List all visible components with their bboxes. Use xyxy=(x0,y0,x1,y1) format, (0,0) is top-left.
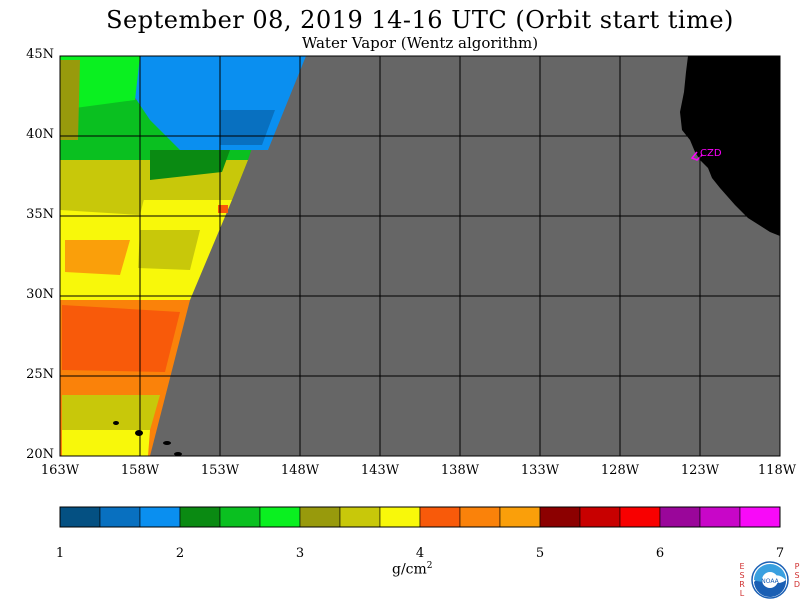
colorbar-swatch xyxy=(339,506,381,528)
colorbar-tick-label: 6 xyxy=(655,546,665,561)
longitude-label: 118W xyxy=(757,463,797,478)
longitude-label: 148W xyxy=(280,463,320,478)
colorbar-tick-label: 3 xyxy=(295,546,305,561)
hawaiian-islands xyxy=(113,421,182,456)
swath-olive-mid xyxy=(60,170,150,215)
svg-text:NOAA: NOAA xyxy=(761,578,779,585)
longitude-label: 143W xyxy=(360,463,400,478)
colorbar-tick-label: 2 xyxy=(175,546,185,561)
colorbar-swatch xyxy=(379,506,421,528)
colorbar xyxy=(59,506,781,528)
colorbar-swatch xyxy=(219,506,261,528)
swath-bright-green-nw xyxy=(60,56,140,110)
swath-dark-green-patch xyxy=(150,150,230,180)
data-swath xyxy=(60,56,306,456)
colorbar-swatch xyxy=(579,506,621,528)
map-border xyxy=(59,55,781,457)
colorbar-swatch xyxy=(739,506,781,528)
longitude-label: 133W xyxy=(520,463,560,478)
longitude-label: 128W xyxy=(600,463,640,478)
longitude-label: 163W xyxy=(40,463,80,478)
land-california xyxy=(680,56,780,236)
colorbar-swatch xyxy=(99,506,141,528)
colorbar-tick-label: 7 xyxy=(775,546,785,561)
colorbar-swatch xyxy=(419,506,461,528)
longitude-label: 138W xyxy=(440,463,480,478)
latitude-label: 40N xyxy=(26,127,54,142)
latitude-label: 20N xyxy=(26,447,54,462)
swath-olive-west xyxy=(60,60,80,140)
longitude-label: 123W xyxy=(680,463,720,478)
longitude-label: 153W xyxy=(200,463,240,478)
swath-orange-patch-1 xyxy=(65,240,130,275)
swath-yellow-south xyxy=(62,430,150,456)
colorbar-swatch xyxy=(619,506,661,528)
longitude-label: 158W xyxy=(120,463,160,478)
colorbar-tick-label: 1 xyxy=(55,546,65,561)
chart-title: September 08, 2019 14-16 UTC (Orbit star… xyxy=(106,6,734,34)
colorbar-border xyxy=(59,506,781,528)
colorbar-tick-label: 4 xyxy=(415,546,425,561)
colorbar-swatch xyxy=(499,506,541,528)
colorbar-swatch xyxy=(539,506,581,528)
latitude-label: 30N xyxy=(26,287,54,302)
colorbar-tick-label: 5 xyxy=(535,546,545,561)
swath-red-south xyxy=(62,305,180,372)
swath-red-spot xyxy=(218,205,228,213)
swath-olive-south xyxy=(62,395,160,430)
colorbar-swatch xyxy=(259,506,301,528)
colorbar-swatch xyxy=(659,506,701,528)
station-label: CZD xyxy=(700,148,722,159)
colorbar-swatch xyxy=(139,506,181,528)
latitude-label: 35N xyxy=(26,207,54,222)
noaa-logo-icon: NOAA xyxy=(751,561,789,599)
colorbar-swatch xyxy=(179,506,221,528)
colorbar-swatch xyxy=(299,506,341,528)
lat-lon-grid xyxy=(60,56,780,456)
colorbar-swatch xyxy=(459,506,501,528)
latitude-label: 25N xyxy=(26,367,54,382)
swath-orange-patch-2 xyxy=(138,230,200,270)
colorbar-swatch xyxy=(59,506,101,528)
colorbar-unit: g/cm2 xyxy=(392,561,433,578)
chart-subtitle: Water Vapor (Wentz algorithm) xyxy=(301,34,539,52)
latitude-label: 45N xyxy=(26,47,54,62)
colorbar-swatch xyxy=(699,506,741,528)
map-panel: CZD xyxy=(59,55,781,457)
